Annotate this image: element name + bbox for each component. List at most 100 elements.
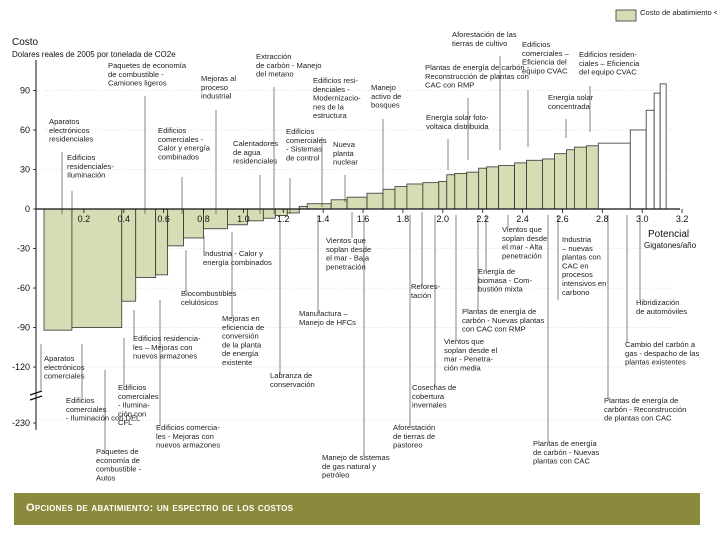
caption-bar: [14, 493, 700, 525]
annotation-label: Edificios comerciales - Ilumina-ción con CF…: [118, 383, 159, 427]
annotation-label: Extracción de carbón - Manejo del metano: [256, 52, 321, 79]
annotation-label: Plantas de energía de carbón - Nuevas plan…: [533, 439, 599, 466]
annotation-label: Edificios comerciales – Eficiencia del equi…: [522, 40, 570, 75]
x-axis-subtitle: Gigatones/año: [644, 241, 697, 250]
annotation-label: Edificios comerciales -Calor y energía com…: [158, 126, 211, 161]
cost-bar: [71, 208, 123, 328]
cost-bar: [454, 173, 468, 210]
annotation-label: Paquetes de economía de combustible -Autos: [96, 447, 142, 482]
annotation-label: Vientos que soplan desde el mar - Penetra-…: [444, 337, 498, 372]
cost-bar: [478, 167, 488, 210]
y-tick-label: 90: [20, 85, 30, 95]
x-tick-label: 3.0: [636, 214, 649, 224]
annotation-label: Mejoras al proceso industrial: [201, 74, 236, 101]
x-axis-title: Potencial: [648, 229, 689, 240]
cost-bar: [43, 208, 73, 331]
x-tick-label: 2.4: [516, 214, 529, 224]
annotation-label: Manejo activo de bosques: [371, 83, 401, 110]
annotation-label: Cambio del carbón a gas - despacho de las…: [625, 340, 700, 367]
legend-label: Costo de abatimiento <50 dólares/tonelad…: [640, 8, 717, 17]
y-tick-label: -30: [17, 244, 30, 254]
y-tick-label: -120: [12, 362, 30, 372]
cost-bar: [542, 158, 555, 210]
annotation-label: Energía solar concentrada: [548, 93, 594, 111]
cost-bar: [653, 92, 661, 210]
y-tick-label: 30: [20, 164, 30, 174]
cost-bar: [629, 129, 647, 210]
y-axis-title: Costo: [12, 37, 39, 48]
annotation-label: Industria – nuevas plantas con CAC en proces…: [562, 235, 606, 297]
annotation-label: Energía de biomasa - Com-bustión mixta: [478, 267, 532, 294]
cost-bar: [645, 109, 655, 210]
cost-bar: [366, 192, 384, 210]
x-tick-label: 0.8: [197, 214, 210, 224]
annotation-label: Calentadores de agua residenciales: [233, 139, 278, 166]
x-tick-label: 1.2: [277, 214, 290, 224]
x-tick-label: 1.4: [317, 214, 330, 224]
annotation-label: Vientos que soplan desde el mar - Alta pene…: [502, 225, 547, 260]
cost-bar: [566, 149, 575, 210]
annotation-label: Manufactura – Manejo de HFCs: [299, 309, 356, 327]
cost-bar: [486, 166, 500, 210]
cost-bar: [135, 208, 157, 278]
annotation-label: Aforestación de las tierras de cultivo: [452, 30, 517, 48]
y-tick-label: -230: [12, 418, 30, 428]
cost-bar: [346, 196, 368, 210]
cost-bar: [597, 142, 631, 210]
cost-bar: [585, 145, 599, 210]
annotation-label: Edificios comerciales - Sistemas de control: [286, 127, 327, 162]
cost-bar: [306, 203, 332, 210]
annotation-label: Energía solar foto-voltaica distribuida: [426, 113, 489, 131]
annotation-label: Labranza de conservación: [270, 371, 315, 389]
x-tick-label: 0.4: [118, 214, 131, 224]
x-tick-label: 2.2: [476, 214, 489, 224]
axis-break-mark: [29, 390, 43, 401]
annotation-label: Edificios comercia-les - Mejoras con nuev…: [156, 423, 220, 450]
cost-bar: [498, 165, 515, 210]
annotation-label: Manejo de sistemas de gas natural y petról…: [322, 453, 390, 480]
chart-caption: Opciones de abatimiento: un espectro de …: [26, 502, 294, 514]
y-tick-label: -90: [17, 323, 30, 333]
y-tick-label: -60: [17, 283, 30, 293]
cost-bar: [406, 183, 424, 210]
annotation-label: Refores-tación: [411, 282, 441, 300]
y-tick-label: 0: [25, 204, 30, 214]
cost-bar: [167, 208, 184, 247]
annotation-label: Plantas de energía de carbón -Reconstruc…: [425, 63, 530, 90]
x-tick-label: 0.6: [157, 214, 170, 224]
x-tick-label: 1.6: [357, 214, 370, 224]
x-tick-label: 0.2: [78, 214, 91, 224]
annotation-label: Industria - Calor y energía combinados: [203, 249, 272, 267]
cost-bar: [446, 174, 456, 210]
annotation-label: Hibridización de automóviles: [636, 298, 687, 316]
cost-bar: [554, 153, 567, 210]
y-tick-label: 60: [20, 125, 30, 135]
annotation-label: Nueva planta nuclear: [333, 140, 358, 167]
annotation-label: Plantas de energía de carbón - Reconstruc…: [604, 396, 686, 423]
cost-bar: [382, 188, 396, 210]
cost-bar: [526, 159, 543, 210]
cost-bar: [438, 180, 448, 210]
annotation-label: Edificios residencia-les – Mejoras con nu…: [133, 334, 201, 361]
y-axis-subtitle: Dolares reales de 2005 por tonelada de C…: [12, 50, 176, 59]
annotation-label: Edificios residenciales-Iluminación: [67, 153, 114, 180]
legend-swatch: [615, 9, 637, 22]
cost-bar: [422, 182, 440, 210]
cost-bar: [574, 146, 587, 210]
x-tick-label: 1.8: [397, 214, 410, 224]
annotation-label: Edificios resi-denciales -Modernizacio-n…: [313, 76, 361, 120]
annotation-label: Mejoras en eficiencia de conversión de la p…: [222, 314, 264, 367]
x-tick-label: 3.2: [676, 214, 689, 224]
x-tick-label: 1.0: [237, 214, 250, 224]
annotation-label: Cosechas de cobertura invernales: [412, 383, 456, 410]
annotation-label: Aforestación de tierras de pastoreo: [393, 423, 435, 450]
annotation-label: Plantas de energía de carbón - Nuevas pla…: [462, 307, 545, 334]
annotation-label: Edificios comerciales - Iluminación con DE…: [66, 396, 140, 423]
x-tick-label: 2.6: [556, 214, 569, 224]
cost-bar: [466, 171, 480, 210]
annotation-label: Aparatos electrónicos residenciales: [49, 117, 94, 144]
cost-bar: [330, 199, 348, 210]
x-tick-label: 2.8: [596, 214, 609, 224]
cost-bar: [659, 83, 667, 210]
